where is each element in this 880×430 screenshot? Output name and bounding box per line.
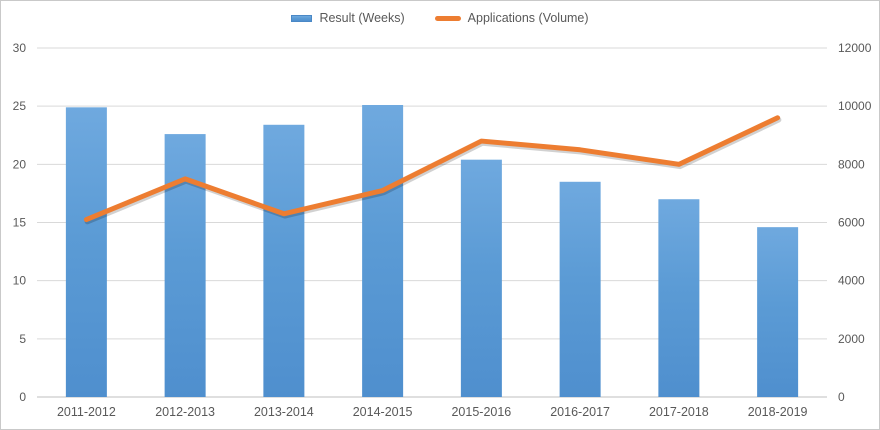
left-axis-tick-label: 5 (19, 332, 26, 346)
left-axis-tick-label: 30 (13, 41, 27, 55)
legend-item-applications-volume[interactable]: Applications (Volume) (434, 11, 589, 25)
bar-2013-2014[interactable] (263, 124, 305, 397)
bar-2015-2016[interactable] (460, 159, 502, 397)
left-axis-tick-label: 25 (13, 99, 27, 113)
line-series-applications-volume[interactable] (83, 115, 781, 223)
x-axis-category-label: 2015-2016 (451, 405, 511, 419)
right-axis-tick-label: 12000 (838, 41, 872, 55)
bar-2011-2012[interactable] (65, 107, 107, 397)
x-axis-category-label: 2017-2018 (649, 405, 709, 419)
right-axis-tick-label: 8000 (838, 157, 865, 171)
x-axis-category-label: 2018-2019 (748, 405, 808, 419)
bar-2012-2013[interactable] (164, 134, 206, 397)
x-axis-category-label: 2014-2015 (353, 405, 413, 419)
bar-2016-2017[interactable] (559, 181, 601, 397)
right-axis-tick-label: 2000 (838, 332, 865, 346)
x-axis-category-label: 2012-2013 (155, 405, 215, 419)
bar-2018-2019[interactable] (757, 227, 799, 397)
legend-line-swatch-icon (434, 15, 461, 21)
left-axis-tick-label: 0 (19, 390, 26, 404)
chart-legend: Result (Weeks) Applications (Volume) (1, 11, 879, 25)
bar-2017-2018[interactable] (658, 199, 700, 397)
legend-label-result-weeks: Result (Weeks) (319, 11, 405, 25)
right-axis-tick-label: 6000 (838, 216, 865, 230)
x-axis-category-label: 2016-2017 (550, 405, 610, 419)
x-axis-category-label: 2011-2012 (57, 405, 116, 419)
right-axis-tick-label: 0 (838, 390, 845, 404)
left-axis-tick-label: 20 (13, 157, 27, 171)
left-axis-tick-label: 10 (13, 274, 27, 288)
bar-2014-2015[interactable] (362, 105, 404, 398)
legend-item-result-weeks[interactable]: Result (Weeks) (291, 11, 405, 25)
x-axis-category-label: 2013-2014 (254, 405, 314, 419)
left-axis-tick-label: 15 (13, 216, 27, 230)
legend-label-applications-volume: Applications (Volume) (467, 11, 589, 25)
right-axis-tick-label: 10000 (838, 99, 872, 113)
legend-bar-swatch-icon (291, 14, 313, 22)
right-axis-tick-label: 4000 (838, 274, 865, 288)
